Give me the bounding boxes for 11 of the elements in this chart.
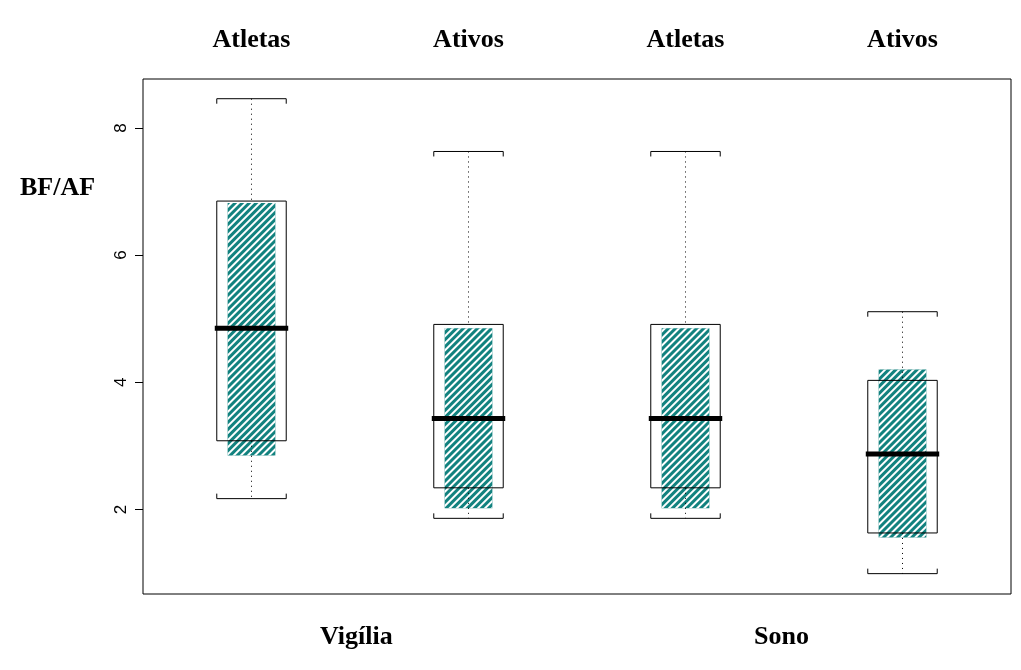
x-tick-label: Atletas	[212, 23, 291, 53]
y-axis-title: BF/AF	[20, 171, 96, 201]
y-tick-label: 4	[111, 377, 130, 388]
y-tick-label: 8	[111, 123, 130, 133]
x-tick-label: Ativos	[433, 23, 504, 53]
text: Sono	[754, 620, 809, 650]
x-tick-label: Atletas	[646, 23, 725, 53]
text: Vigília	[320, 620, 393, 650]
x-tick-label: Ativos	[867, 23, 938, 53]
y-tick-label: 6	[111, 250, 130, 260]
y-tick-label: 2	[111, 504, 130, 515]
